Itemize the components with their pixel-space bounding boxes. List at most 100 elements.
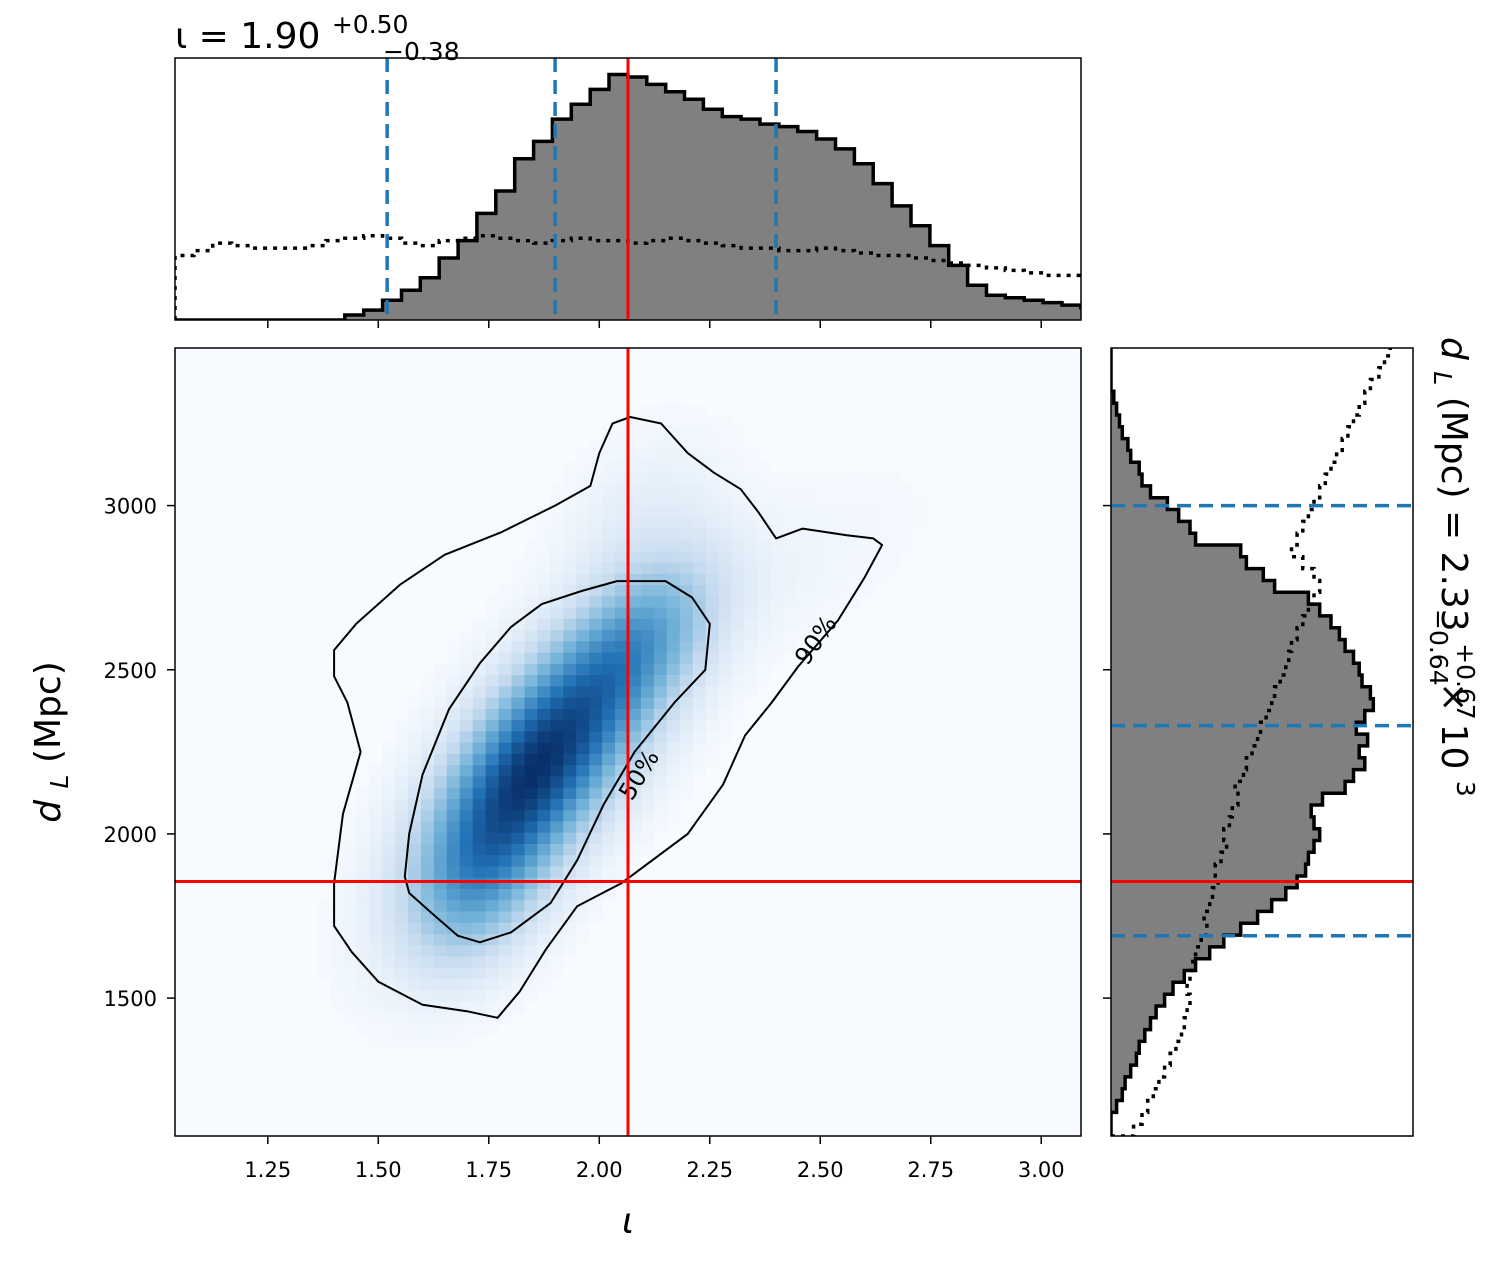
density-cell [472,651,487,664]
density-cell [472,832,487,844]
density-cell [731,663,745,676]
density-cell [589,753,603,766]
density-cell [511,651,525,664]
density-cell [602,449,616,462]
density-cell [537,877,551,889]
density-cell [511,978,525,991]
density-cell [602,483,616,495]
density-cell [640,550,655,563]
density-cell [615,764,629,777]
density-cell [550,640,564,653]
density-cell [446,1023,461,1036]
density-cell [783,584,797,597]
density-cell [537,539,551,552]
density-cell [498,798,513,811]
density-cell [822,494,836,507]
density-cell [692,415,707,428]
density-cell [356,910,370,923]
density-cell [640,606,655,619]
density-cell [524,640,538,653]
density-cell [459,674,474,687]
density-cell [537,561,551,574]
density-cell [498,730,513,743]
density-cell [498,753,513,766]
density-cell [744,573,758,585]
density-cell [822,471,836,484]
density-cell [498,1012,513,1025]
density-cell [330,877,344,889]
density-cell [589,697,603,709]
density-cell [783,573,797,585]
density-cell [408,798,422,811]
density-cell [382,1023,396,1036]
density-cell [356,944,370,957]
density-cell [692,483,707,495]
density-cell [653,787,668,799]
density-cell [757,651,771,664]
density-cell [420,1012,435,1025]
density-cell [524,674,538,687]
density-cell [615,573,629,585]
density-cell [459,708,474,721]
density-cell [576,629,590,642]
density-cell [330,899,344,912]
density-cell [602,505,616,518]
density-cell [459,663,474,676]
density-cell [356,922,370,934]
density-cell [356,888,370,901]
density-cell [615,775,629,788]
density-cell [408,820,422,833]
density-cell [485,854,500,867]
density-cell [718,483,733,495]
density-cell [563,629,577,642]
density-cell [653,561,668,574]
density-cell [861,561,875,574]
density-cell [770,539,784,552]
density-cell [640,471,655,484]
density-cell [395,967,409,979]
density-cell [550,674,564,687]
density-cell [718,539,733,552]
density-cell [692,438,707,450]
density-cell [511,944,525,957]
density-cell [408,708,422,721]
density-cell [459,753,474,766]
density-cell [576,663,590,676]
density-cell [589,550,603,563]
density-cell [640,539,655,552]
density-cell [653,629,668,642]
density-cell [382,933,396,946]
contour-50-line [403,580,711,944]
density-cell [589,742,603,754]
density-cell [640,764,655,777]
density-cell [433,888,448,901]
density-cell [420,967,435,979]
density-cell [757,663,771,676]
density-cell [433,854,448,867]
density-cell [485,651,500,664]
density-cell [589,629,603,642]
density-cell [446,753,461,766]
density-cell [835,483,849,495]
density-cell [744,494,758,507]
density-cell [705,584,720,597]
density-cell [718,449,733,462]
density-cell [653,719,668,732]
density-cell [498,640,513,653]
density-cell [330,922,344,934]
density-cell [537,955,551,968]
density-cell [459,854,474,867]
density-cell [653,449,668,462]
density-cell [472,854,487,867]
density-cell [589,606,603,619]
density-cell [317,922,331,934]
density-cell [459,967,474,979]
density-cell [666,573,681,585]
density-cell [317,899,331,912]
density-cell [679,460,694,473]
density-cell [796,483,810,495]
density-cell [550,764,564,777]
density-cell [757,606,771,619]
density-cell [666,618,681,631]
density-cell [886,494,901,507]
